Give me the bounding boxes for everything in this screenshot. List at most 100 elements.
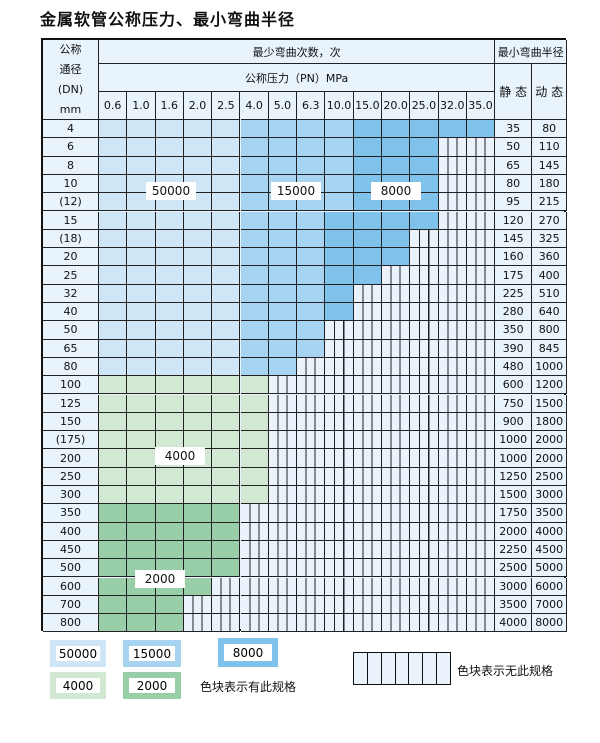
available-cell: [297, 339, 326, 358]
available-cell: [212, 486, 241, 505]
unavailable-cell: [410, 467, 439, 486]
available-cell: [240, 486, 269, 505]
unavailable-cell: [438, 559, 467, 578]
available-cell: [183, 540, 213, 560]
unavailable-cell: [382, 595, 411, 615]
available-cell: [410, 156, 439, 175]
unavailable-cell: [240, 577, 269, 596]
available-cell: [127, 595, 156, 615]
available-cell: [325, 156, 354, 175]
available-cell: [268, 284, 298, 303]
available-cell: [127, 284, 156, 303]
static-radius: 65: [495, 156, 533, 175]
available-cell: [325, 120, 354, 139]
unavailable-cell: [353, 394, 382, 413]
unavailable-cell: [466, 431, 496, 450]
legend-available-note: 色块表示有此规格: [200, 680, 297, 694]
static-radius: 750: [495, 394, 533, 413]
unavailable-cell: [410, 229, 439, 249]
available-cell: [127, 522, 156, 541]
dynamic-radius: 1800: [532, 412, 568, 432]
available-cell: [240, 266, 269, 285]
pressure-col-header: 1.0: [127, 92, 156, 120]
cycles-header: 最少弯曲次数，次: [99, 40, 496, 64]
dn-value: 300: [43, 486, 99, 505]
available-cell: [99, 431, 128, 450]
region-label-8000: 8000: [371, 182, 421, 200]
dn-value: 32: [43, 284, 99, 303]
unavailable-cell: [410, 486, 439, 505]
unavailable-cell: [183, 614, 213, 633]
pressure-col-header: 1.6: [155, 92, 184, 120]
available-cell: [127, 540, 156, 560]
pressure-header: 公称压力（PN）MPa: [99, 64, 496, 92]
unavailable-cell: [410, 357, 439, 377]
unavailable-cell: [325, 357, 354, 377]
unavailable-cell: [353, 412, 382, 432]
available-cell: [99, 211, 128, 230]
dynamic-radius: 1200: [532, 376, 568, 395]
unavailable-cell: [268, 559, 298, 578]
unavailable-cell: [438, 376, 467, 395]
pressure-col-header: 20.0: [382, 92, 411, 120]
unavailable-cell: [382, 540, 411, 560]
dn-value: 200: [43, 449, 99, 468]
pressure-col-header: 5.0: [268, 92, 298, 120]
unavailable-cell: [438, 321, 467, 340]
unavailable-cell: [466, 595, 496, 615]
unavailable-cell: [438, 394, 467, 413]
available-cell: [127, 303, 156, 322]
dynamic-radius: 8000: [532, 614, 568, 633]
legend-hatch-stripe: [437, 653, 450, 684]
static-radius: 1500: [495, 486, 533, 505]
unavailable-cell: [410, 248, 439, 267]
available-cell: [382, 248, 411, 267]
unavailable-cell: [466, 211, 496, 230]
unavailable-cell: [466, 339, 496, 358]
available-cell: [183, 266, 213, 285]
pressure-col-header: 2.0: [183, 92, 213, 120]
pressure-col-header: 32.0: [438, 92, 467, 120]
available-cell: [155, 303, 184, 322]
available-cell: [212, 156, 241, 175]
available-cell: [212, 229, 241, 249]
available-cell: [183, 284, 213, 303]
available-cell: [240, 284, 269, 303]
dn-header: 公称 通径 (DN) mm: [43, 40, 99, 120]
available-cell: [410, 211, 439, 230]
available-cell: [438, 120, 467, 139]
dn-value: 8: [43, 156, 99, 175]
unavailable-cell: [382, 339, 411, 358]
available-cell: [99, 486, 128, 505]
unavailable-cell: [268, 577, 298, 596]
unavailable-cell: [325, 522, 354, 541]
unavailable-cell: [297, 577, 326, 596]
available-cell: [466, 120, 496, 139]
unavailable-cell: [382, 486, 411, 505]
radius-header: 最小弯曲半径: [495, 40, 568, 64]
unavailable-cell: [325, 559, 354, 578]
dn-value: (18): [43, 229, 99, 249]
unavailable-cell: [410, 321, 439, 340]
unavailable-cell: [466, 504, 496, 523]
available-cell: [212, 412, 241, 432]
available-cell: [325, 138, 354, 157]
available-cell: [297, 211, 326, 230]
available-cell: [240, 138, 269, 157]
available-cell: [99, 540, 128, 560]
unavailable-cell: [438, 138, 467, 157]
dynamic-radius: 2500: [532, 467, 568, 486]
dn-value: 50: [43, 321, 99, 340]
available-cell: [155, 120, 184, 139]
dn-header-line: (DN): [57, 82, 84, 96]
available-cell: [353, 120, 382, 139]
static-radius: 95: [495, 193, 533, 212]
pressure-col-header: 15.0: [353, 92, 382, 120]
available-cell: [382, 211, 411, 230]
static-radius: 480: [495, 357, 533, 377]
unavailable-cell: [325, 540, 354, 560]
static-radius: 600: [495, 376, 533, 395]
unavailable-cell: [466, 266, 496, 285]
unavailable-cell: [268, 412, 298, 432]
legend-hatch-stripe: [409, 653, 424, 684]
